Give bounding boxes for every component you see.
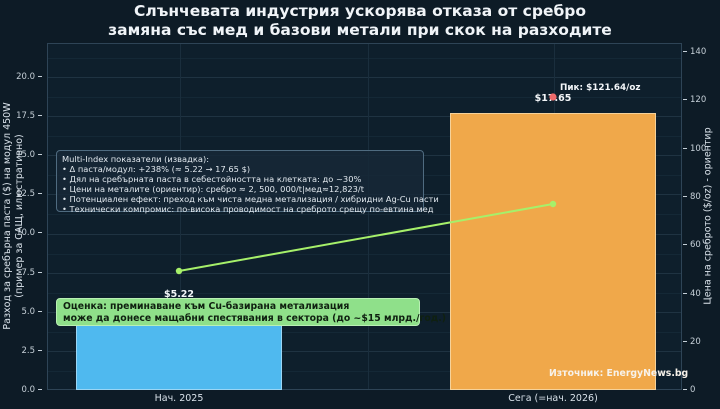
left-axis-tick: 17.5 [16,111,42,121]
chart-title: Слънчевата индустрия ускорява отказа от … [0,2,720,40]
gridline-minor [48,58,681,59]
infobox-item: • Дял на сребърната паста в себестойност… [62,174,362,184]
left-axis-tick: 2.5 [21,346,42,356]
infobox-item: • Потенциален ефект: преход към чиста ме… [62,194,439,204]
left-axis-tick: 10.0 [16,228,42,238]
right-axis-tick: 140 [683,47,706,57]
source-label: Източник: EnergyNews.bg [549,368,689,379]
chart-title-line2: замяна със мед и базови метали при скок … [108,21,612,39]
assessment-callout: Оценка: преминаване към Cu-базирана мета… [56,298,447,326]
infobox-title: Multi-Index показатели (извадка): [62,154,209,164]
right-axis-tick: 120 [683,95,706,105]
bar-2026-value-label: $17.65 [534,93,572,104]
right-axis-tick: 20 [683,337,701,347]
bar-2025-value-label: $5.22 [163,289,195,300]
gridline [48,273,681,274]
gridline-minor [48,136,681,137]
infobox-item: • Технически компромис: по-висока провод… [62,204,434,214]
infobox-item: • Δ паста/модул: +238% (≈ 5.22 → 17.65 $… [62,164,251,174]
x-axis-tick-2025: Нач. 2025 [154,393,204,404]
left-axis-tick: 7.5 [21,268,42,278]
gridline-minor [48,332,681,333]
left-axis-tick: 15.0 [16,150,42,160]
gridline-minor [48,371,681,372]
chart-title-line1: Слънчевата индустрия ускорява отказа от … [133,2,587,20]
gridline-vertical [368,44,369,389]
right-axis-tick: 40 [683,289,701,299]
gridline-minor [48,97,681,98]
right-axis-tick: 60 [683,240,701,250]
gridline [48,116,681,117]
left-axis-label: Разход за сребърна паста ($) на модул 45… [2,102,26,329]
gridline [48,77,681,78]
bar-2026 [450,113,656,390]
multi-index-infobox: Multi-Index показатели (извадка): • Δ па… [56,150,439,214]
left-axis-label-line1: Разход за сребърна паста ($) на модул 45… [2,102,13,330]
peak-label: Пик: $121.64/oz [560,83,641,93]
gridline [48,351,681,352]
infobox-item: • Цени на металите (ориентир): сребро ≈ … [62,184,364,194]
callout-line1: Оценка: преминаване към Cu-базирана мета… [63,301,350,312]
callout-line2: може да донесе мащабни спестявания в сек… [63,313,447,324]
left-axis-tick: 12.5 [16,189,42,199]
left-axis-tick: 20.0 [16,72,42,82]
right-axis-tick: 100 [683,144,706,154]
right-axis-tick: 80 [683,192,701,202]
gridline-minor [48,293,681,294]
left-axis-label-line2: (пример за САЩ, илюстративно) [14,134,25,298]
right-axis-label: Цена на среброто ($/oz) - ориентир [702,127,714,305]
x-axis-tick-2026: Сега (=нач. 2026) [508,393,598,404]
right-axis-tick: 0 [683,385,695,395]
left-axis-tick: 5.0 [21,307,42,317]
left-axis-tick: 0.0 [21,385,42,395]
